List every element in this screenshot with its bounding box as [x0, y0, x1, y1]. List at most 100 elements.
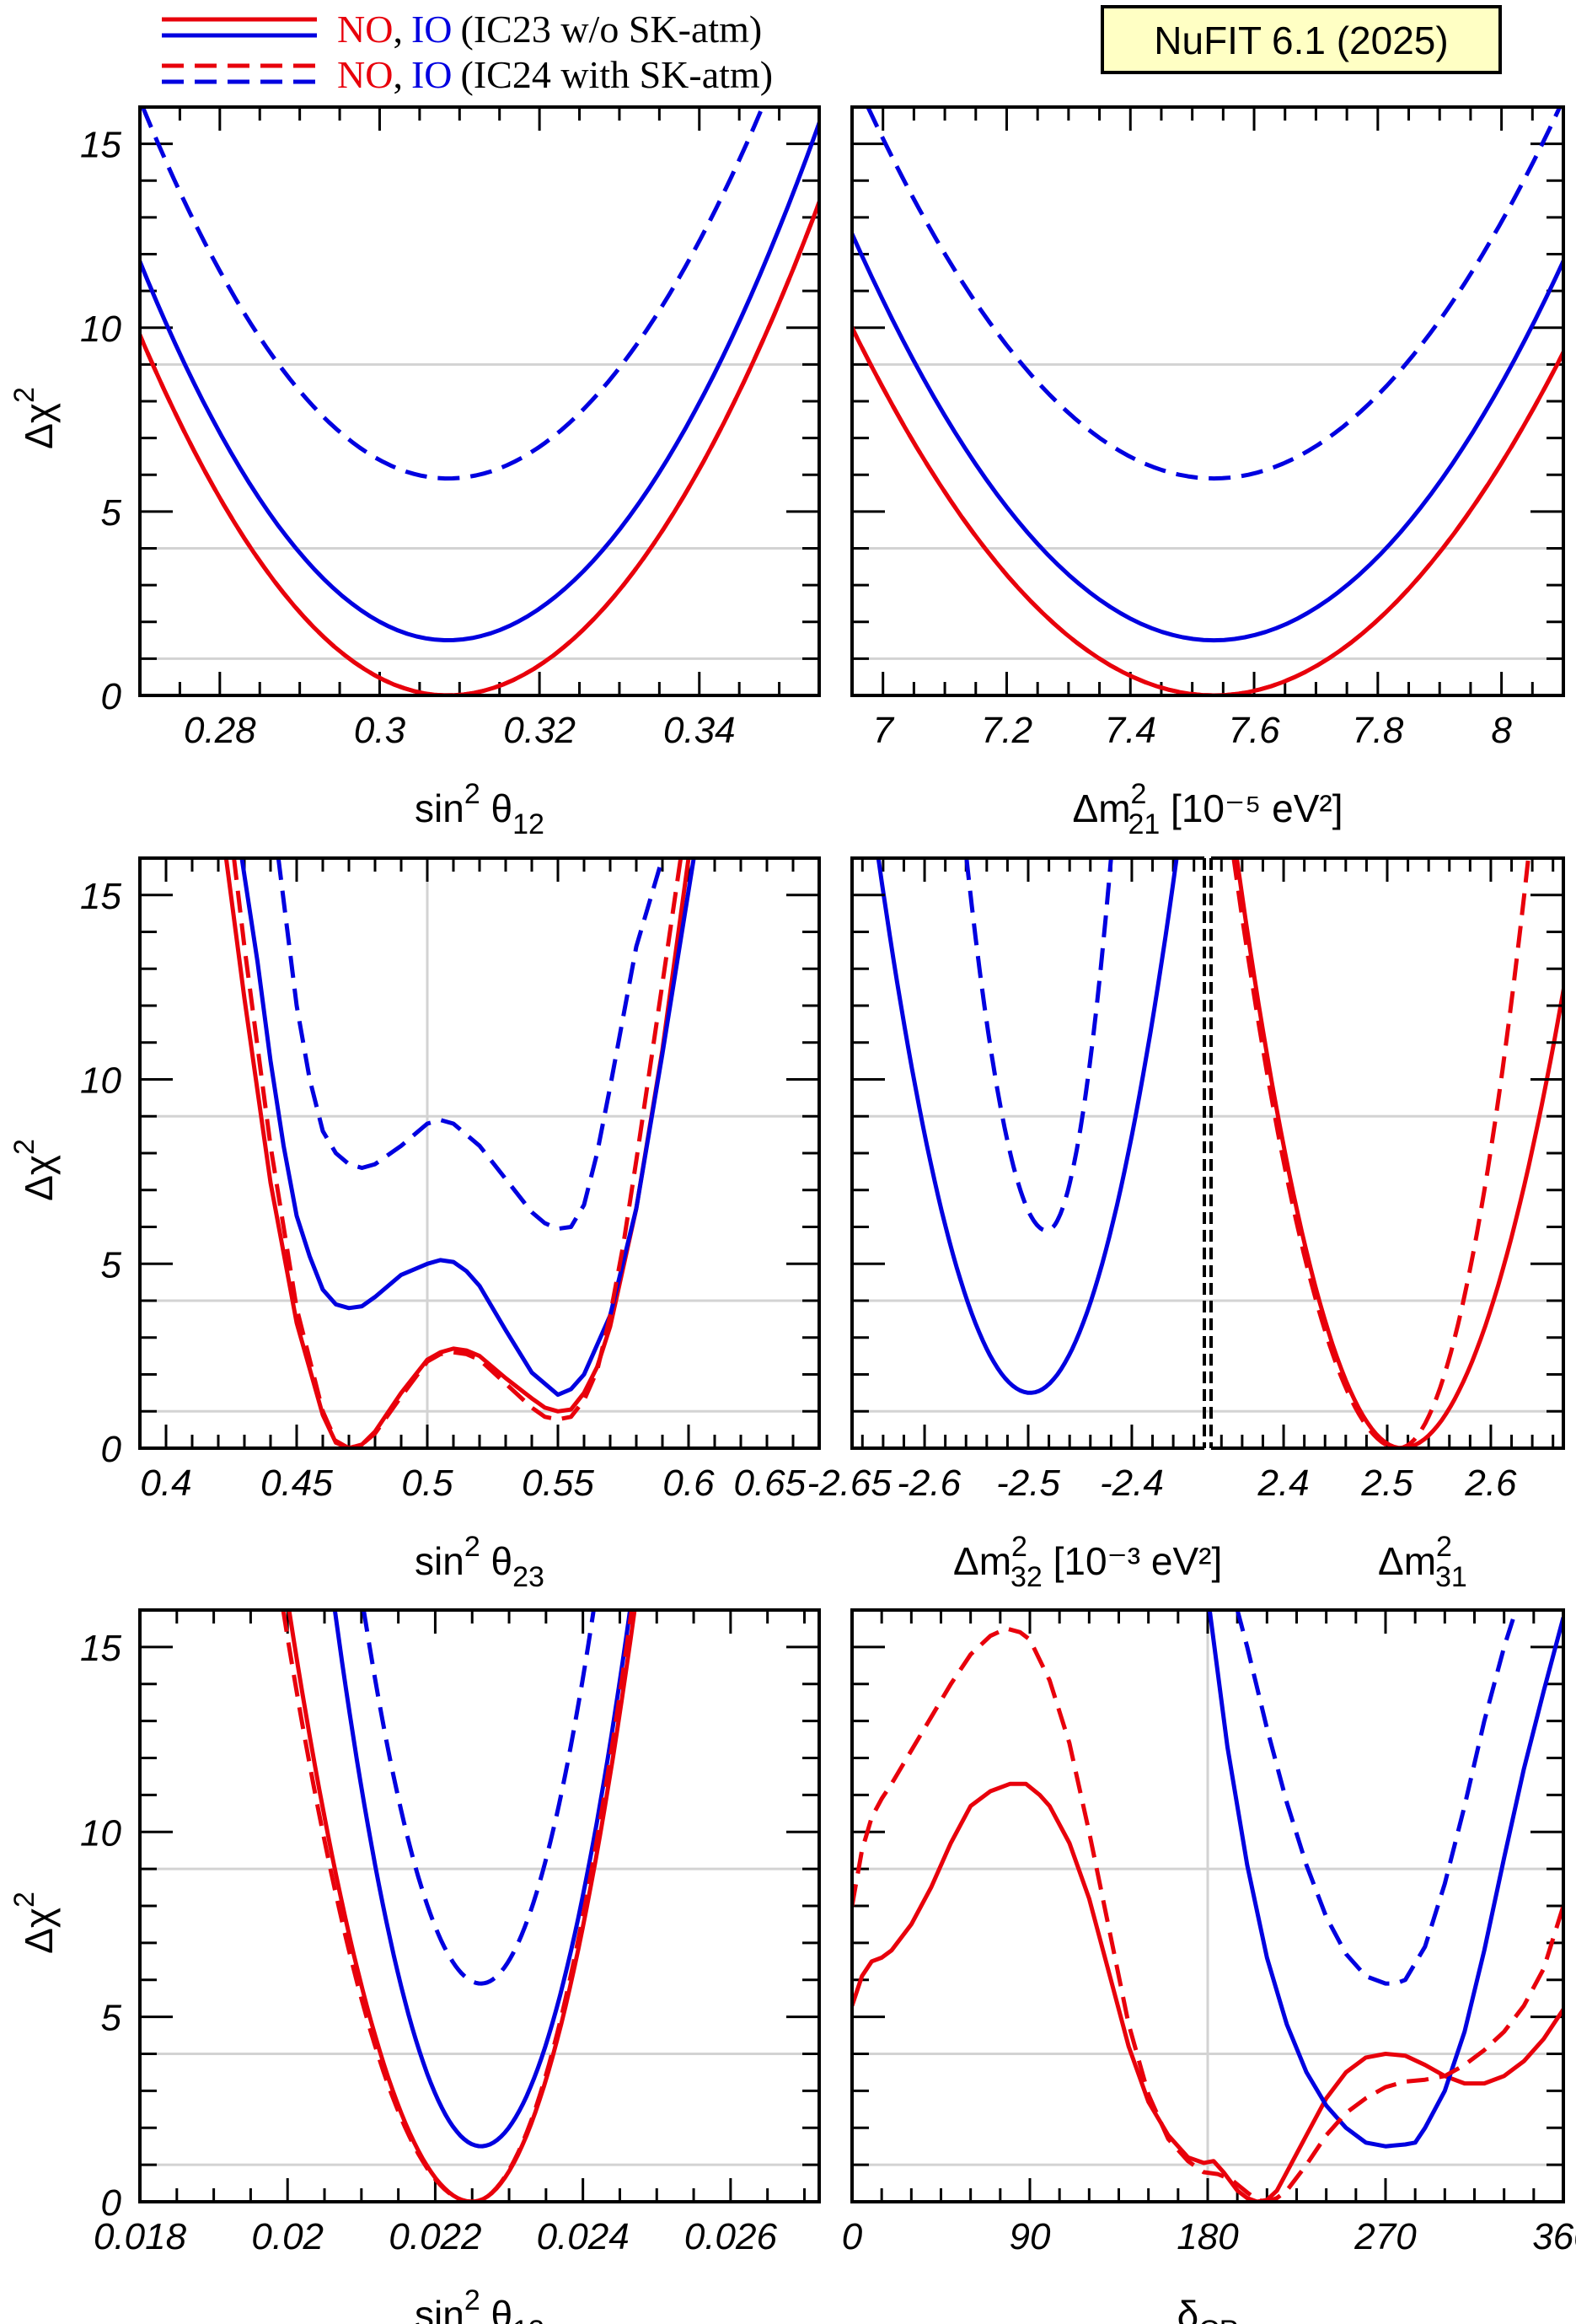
x-axis-title-sup: 2	[464, 2284, 480, 2316]
x-tick-label: 7.8	[1352, 710, 1404, 751]
y-axis-title-main: Δχ	[17, 1155, 61, 1201]
legend-io-label: IO	[411, 53, 453, 96]
x-axis-title-sub: 32	[1010, 1561, 1043, 1593]
panel-dm21: 7 7.2 7.4 7.6 7.8 8 Δm2 21 [10⁻⁵ eV²]	[850, 105, 1565, 840]
y-tick-label: 15	[80, 125, 121, 166]
x-tick-label: 360	[1532, 2216, 1576, 2257]
legend-entry-solid: NO, IO (IC23 w/o SK-atm)	[162, 8, 762, 51]
version-badge: NuFIT 6.1 (2025)	[1101, 5, 1502, 74]
curve-io-dashed	[1235, 1610, 1519, 1986]
curve-no-dashed	[852, 1626, 1563, 2202]
x-axis-title-sub: 13	[512, 2315, 544, 2324]
x-axis-title-sup: 2	[1011, 1531, 1027, 1563]
x-axis-title-sub: CP	[1198, 2315, 1238, 2324]
x-axis-title-main: Δm	[1072, 786, 1130, 830]
x-axis-title-sub: 21	[1128, 808, 1160, 840]
x-tick-label: 0.45	[260, 1463, 333, 1504]
x-tick-label: 0.022	[389, 2216, 481, 2257]
y-axis-title-sup: 2	[8, 1139, 40, 1155]
y-axis-title: Δχ2	[8, 1139, 61, 1201]
legend-sep: ,	[393, 8, 403, 51]
x-tick-label: 0.6	[662, 1463, 715, 1504]
x-axis-title-sup: 2	[464, 1531, 480, 1563]
x-tick-label: -2.5	[996, 1463, 1060, 1504]
x-tick-label: 7.4	[1105, 710, 1156, 751]
x-tick-label: 0.5	[401, 1463, 453, 1504]
badge-box	[1101, 5, 1502, 74]
y-axis-title-sup: 2	[8, 1892, 40, 1908]
x-axis-title: sin2 θ13	[415, 2284, 544, 2324]
x-axis-title: Δm2 32 [10⁻³ eV²]	[953, 1531, 1222, 1593]
x-axis-title: sin2 θ12	[415, 778, 544, 840]
x-axis-title-main: sin	[415, 786, 464, 830]
curve-io-solid	[140, 116, 819, 642]
y-tick-label: 15	[80, 1628, 121, 1669]
x-axis-title: δCP	[1177, 2293, 1239, 2324]
plot-frame	[138, 856, 821, 1450]
x-tick-label: 7.6	[1228, 710, 1280, 751]
curve-io-solid	[332, 1610, 633, 2149]
x-axis-title-sub: 12	[512, 808, 544, 840]
y-axis-title: Δχ2	[8, 1892, 61, 1954]
y-tick-label: 0	[101, 1429, 122, 1470]
plot-frame-left	[850, 856, 1204, 1450]
x-axis-title: sin2 θ23	[415, 1531, 544, 1593]
legend-entry-dashed: NO, IO (IC24 with SK-atm)	[162, 53, 773, 96]
x-tick-label: 270	[1354, 2216, 1417, 2257]
y-tick-label: 10	[80, 309, 121, 350]
y-tick-label: 5	[101, 1998, 122, 2039]
x-axis-title-main2: Δm	[1378, 1539, 1436, 1583]
x-axis-title-tail: [10⁻³ eV²]	[1043, 1539, 1222, 1583]
curve-io-dashed	[362, 1610, 596, 1986]
x-axis-title-sub2: 31	[1435, 1561, 1467, 1593]
plot-frame	[138, 105, 821, 697]
curve-io-dashed	[141, 107, 765, 481]
curve-io-solid	[852, 228, 1563, 643]
curve-no-dashed	[852, 323, 1563, 695]
curve-no-dashed	[281, 1610, 634, 2202]
x-axis-title-main: sin	[415, 2293, 464, 2324]
x-axis-title-main: sin	[415, 1539, 464, 1583]
y-tick-label: 10	[80, 1060, 121, 1102]
x-tick-label: 0	[842, 2216, 863, 2257]
y-tick-label: 0	[101, 2182, 122, 2224]
x-tick-label: 0.65	[733, 1463, 806, 1504]
x-axis-title-sup2: 2	[1436, 1531, 1452, 1563]
legend-no-label: NO	[337, 53, 393, 96]
curve-no-dashed	[1231, 858, 1530, 1448]
x-tick-label: 8	[1491, 710, 1512, 751]
x-tick-label: 0.32	[503, 710, 576, 751]
legend-text-dashed: NO, IO (IC24 with SK-atm)	[337, 53, 773, 96]
legend-no-label: NO	[337, 8, 393, 51]
legend-text-solid: NO, IO (IC23 w/o SK-atm)	[337, 8, 762, 51]
y-axis-title-main: Δχ	[17, 403, 61, 449]
x-tick-label: 2.6	[1464, 1463, 1517, 1504]
x-axis-title-sub: 23	[512, 1561, 544, 1593]
x-tick-label: 0.018	[94, 2216, 187, 2257]
y-axis-title-sup: 2	[8, 387, 40, 403]
y-axis-title: Δχ2	[8, 387, 61, 449]
x-tick-label: 2.4	[1257, 1463, 1309, 1504]
y-tick-label: 5	[101, 1244, 122, 1285]
curve-no-solid	[1235, 858, 1563, 1448]
x-axis-title-mid: θ	[480, 2293, 512, 2324]
y-tick-label: 5	[101, 492, 122, 534]
x-axis-title-sup: 2	[464, 778, 480, 810]
legend-sep: ,	[393, 53, 403, 96]
y-tick-label: 10	[80, 1812, 121, 1854]
plot-frame	[138, 1608, 821, 2203]
x-tick-label: 90	[1010, 2216, 1051, 2257]
y-axis-title-main: Δχ	[17, 1908, 61, 1954]
curve-io-dashed	[276, 858, 665, 1232]
x-tick-label: -2.4	[1100, 1463, 1164, 1504]
legend-desc: (IC23 w/o SK-atm)	[461, 8, 763, 51]
plot-frame	[850, 105, 1565, 697]
curve-io-dashed	[964, 858, 1113, 1233]
x-tick-label: 0.55	[522, 1463, 594, 1504]
curve-io-solid	[239, 858, 696, 1398]
x-axis-title-tail: [10⁻⁵ eV²]	[1160, 786, 1343, 830]
